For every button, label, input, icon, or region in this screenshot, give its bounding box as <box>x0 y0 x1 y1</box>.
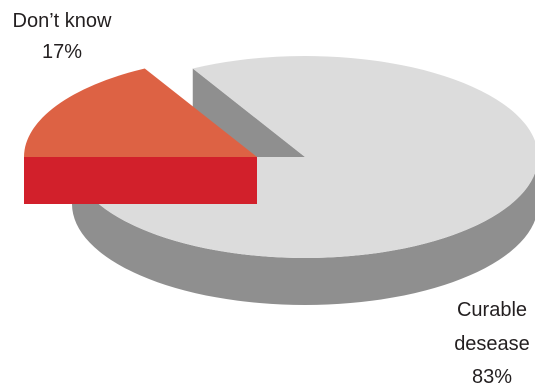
label-dont-know-name: Don’t know <box>13 10 112 32</box>
label-curable-line-1: Curable <box>457 299 527 321</box>
label-curable-line-2: desease <box>454 333 530 355</box>
slice-curable-side-wall <box>72 157 535 305</box>
slice-dont-know-side-wall <box>24 157 257 204</box>
label-curable-name-2: desease <box>454 333 530 355</box>
label-dont-know: Don’t know <box>13 10 112 32</box>
slice-dont-know <box>24 68 257 204</box>
slice-curable-top <box>72 56 535 258</box>
value-label-curable: 83% <box>472 366 512 387</box>
label-curable-name-1: Curable <box>457 299 527 321</box>
value-dont-know: 17% <box>42 41 82 63</box>
value-curable: 83% <box>472 366 512 387</box>
value-label-dont-know: 17% <box>42 41 82 63</box>
slice-curable-disease <box>72 56 535 305</box>
slice-dont-know-top <box>24 68 257 157</box>
